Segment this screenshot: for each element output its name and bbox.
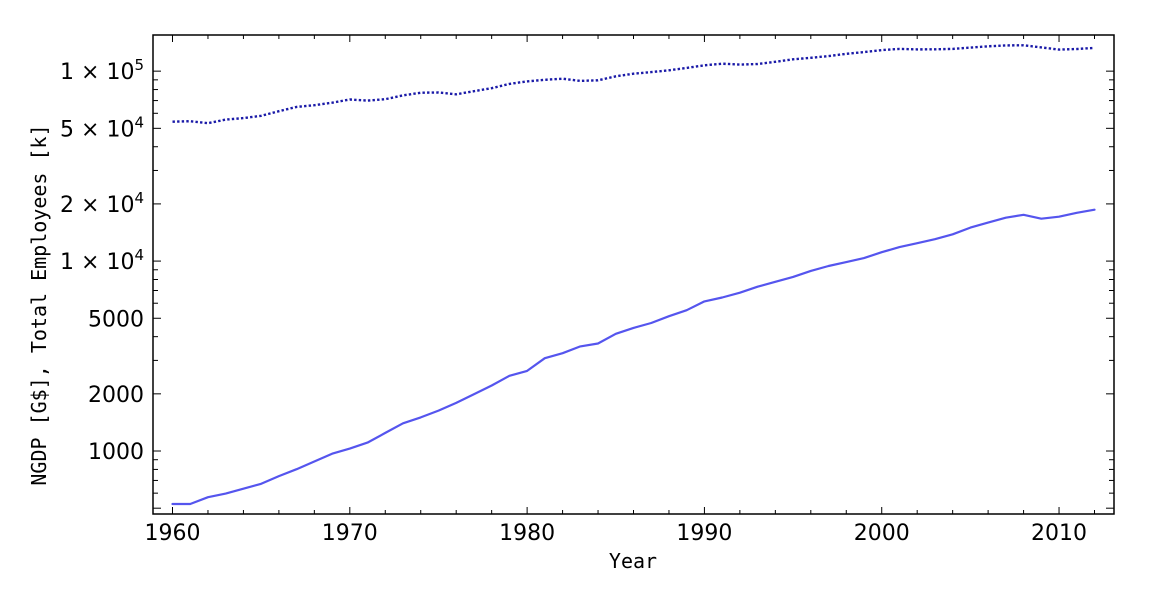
- x-tick-label: 1990: [676, 521, 732, 546]
- y-tick-label: 5000: [88, 307, 144, 332]
- x-tick-label: 1960: [145, 521, 201, 546]
- x-axis-ticks: 1960 1970 1980 1990 2000 2010: [145, 35, 1095, 546]
- ngdp-series-line: [171, 208, 1096, 506]
- x-tick-label: 1970: [322, 521, 378, 546]
- employees-series-line: [172, 44, 1095, 125]
- x-tick-label: 1980: [499, 521, 555, 546]
- y-tick-label: 5 × 104: [60, 113, 144, 142]
- series-layer: [171, 44, 1096, 506]
- y-axis-title: NGDP [G$], Total Employees [k]: [27, 124, 51, 485]
- y-tick-label: 1000: [88, 440, 144, 465]
- y-tick-label: 1 × 105: [60, 56, 144, 85]
- x-tick-label: 2010: [1031, 521, 1087, 546]
- y-tick-label: 2000: [88, 383, 144, 408]
- y-tick-label: 2 × 104: [60, 189, 144, 218]
- x-axis-title: Year: [609, 549, 657, 573]
- y-axis-ticks: 1000 2000 5000 1 × 104 2 × 104 5 × 104 1 × 105: [60, 56, 1114, 509]
- x-tick-label: 2000: [854, 521, 910, 546]
- y-tick-label: 1 × 104: [60, 246, 144, 275]
